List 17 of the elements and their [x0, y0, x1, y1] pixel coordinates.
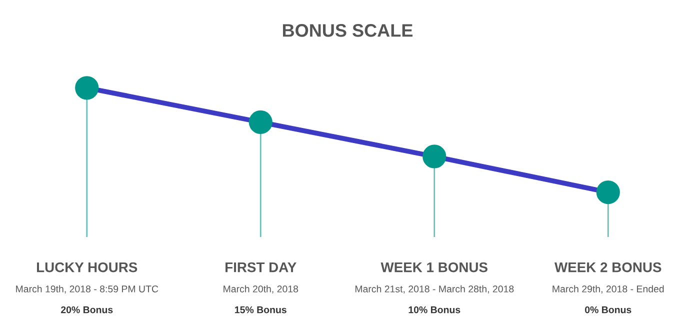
- text: March 20th, 2018: [224, 285, 298, 294]
- chart-title: BONUS SCALE: [283, 24, 412, 37]
- point: [75, 76, 99, 100]
- x-tick-label: FIRST DAY: [226, 262, 296, 272]
- point: [596, 180, 620, 204]
- x-tick-label: LUCKY HOURS: [37, 262, 138, 272]
- text: March 19th, 2018 - 8:59 PM UTC: [16, 285, 158, 294]
- text: March 29th, 2018 - Ended: [552, 285, 664, 294]
- text: 10% Bonus: [408, 306, 460, 314]
- text: March 21st, 2018 - March 28th, 2018: [355, 285, 514, 294]
- point: [422, 144, 446, 168]
- x-tick-label: WEEK 2 BONUS: [554, 262, 662, 272]
- text: 0% Bonus: [585, 306, 632, 314]
- point: [248, 110, 272, 134]
- text: 20% Bonus: [61, 306, 113, 314]
- x-tick-label: WEEK 1 BONUS: [380, 262, 488, 272]
- text: 15% Bonus: [235, 306, 286, 314]
